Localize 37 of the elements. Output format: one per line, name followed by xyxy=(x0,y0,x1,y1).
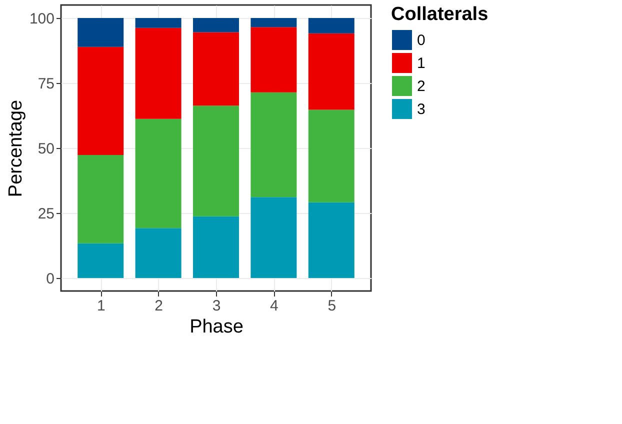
bar xyxy=(308,33,354,110)
x-axis-title: Phase xyxy=(190,316,244,338)
bar xyxy=(193,216,239,278)
y-tick-label: 0 xyxy=(46,270,54,288)
bar xyxy=(78,155,124,244)
bar xyxy=(308,18,354,34)
y-tick-label: 100 xyxy=(29,10,54,28)
bar xyxy=(250,197,297,278)
x-tick-label: 4 xyxy=(270,298,278,314)
bar xyxy=(135,118,182,228)
legend-title: Collaterals xyxy=(391,4,488,25)
legend-label: 2 xyxy=(417,78,426,95)
bar xyxy=(193,106,239,216)
x-tick-label: 1 xyxy=(96,298,106,314)
x-tick-label: 2 xyxy=(154,298,163,314)
bar xyxy=(135,28,182,119)
y-tick-label: 50 xyxy=(38,140,54,158)
bar xyxy=(250,18,297,28)
bar xyxy=(250,27,297,92)
bar xyxy=(78,243,124,278)
x-tick-label: 5 xyxy=(328,298,336,314)
bar xyxy=(193,18,239,32)
bar xyxy=(78,46,124,156)
bar xyxy=(135,228,182,278)
bar xyxy=(250,92,297,198)
y-tick-label: 75 xyxy=(38,76,54,92)
legend-label: 1 xyxy=(417,55,426,72)
bar xyxy=(78,18,124,47)
legend-label: 0 xyxy=(417,32,426,49)
bar xyxy=(135,18,182,28)
bar xyxy=(308,110,354,202)
bar xyxy=(193,32,239,106)
y-tick-label: 25 xyxy=(38,206,54,222)
x-tick-label: 3 xyxy=(212,298,221,314)
legend-label: 3 xyxy=(417,101,426,118)
bar xyxy=(308,202,354,278)
y-axis-title: Percentage xyxy=(5,100,26,198)
